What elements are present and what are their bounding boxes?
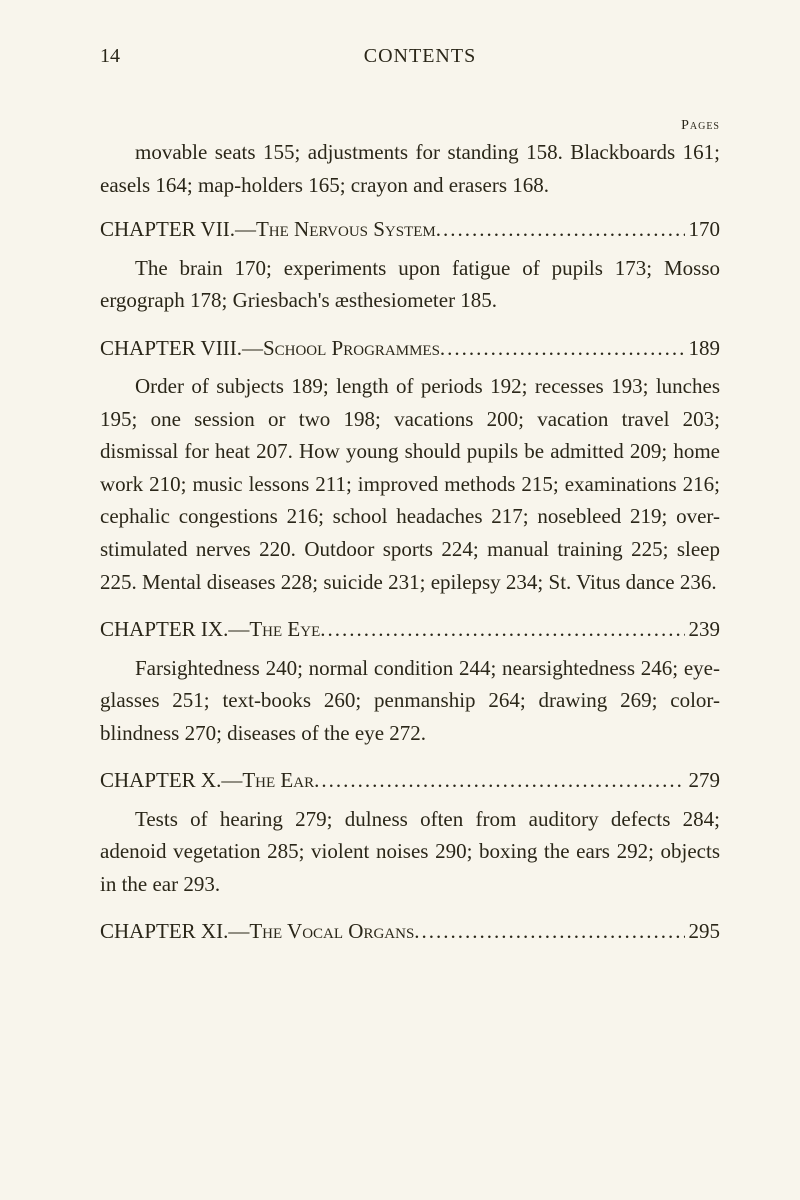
chapter-label: CHAPTER VII.—The Nervous System (100, 213, 436, 246)
pages-column-label: Pages (100, 118, 720, 134)
chapter-body: Tests of hearing 279; dulness often from… (100, 803, 720, 901)
chapter-label: CHAPTER IX.—The Eye (100, 613, 320, 646)
page-header: 14 CONTENTS (100, 45, 720, 68)
header-title: CONTENTS (364, 45, 476, 68)
page-number: 14 (100, 45, 120, 68)
chapter-page-ref: 170 (685, 213, 721, 246)
intro-paragraph: movable seats 155; adjustments for stand… (100, 136, 720, 201)
leader-dots (414, 915, 684, 948)
chapter-body: The brain 170; experiments upon fatigue … (100, 252, 720, 317)
chapter-heading: CHAPTER IX.—The Eye 239 (100, 613, 720, 646)
chapter-heading: CHAPTER XI.—The Vocal Organs 295 (100, 915, 720, 948)
chapter-page-ref: 279 (685, 764, 721, 797)
chapter-page-ref: 239 (685, 613, 721, 646)
book-page: 14 CONTENTS Pages movable seats 155; adj… (0, 0, 800, 999)
chapter-label: CHAPTER VIII.—School Programmes (100, 332, 440, 365)
chapter-page-ref: 189 (685, 332, 721, 365)
leader-dots (436, 213, 685, 246)
leader-dots (320, 613, 684, 646)
chapter-heading: CHAPTER X.—The Ear 279 (100, 764, 720, 797)
chapter-label: CHAPTER X.—The Ear (100, 764, 314, 797)
leader-dots (314, 764, 684, 797)
chapter-page-ref: 295 (685, 915, 721, 948)
chapter-heading: CHAPTER VIII.—School Programmes 189 (100, 332, 720, 365)
leader-dots (440, 332, 685, 365)
chapter-body: Farsightedness 240; normal condition 244… (100, 652, 720, 750)
chapter-label: CHAPTER XI.—The Vocal Organs (100, 915, 414, 948)
chapter-body: Order of subjects 189; length of periods… (100, 370, 720, 598)
chapter-heading: CHAPTER VII.—The Nervous System 170 (100, 213, 720, 246)
